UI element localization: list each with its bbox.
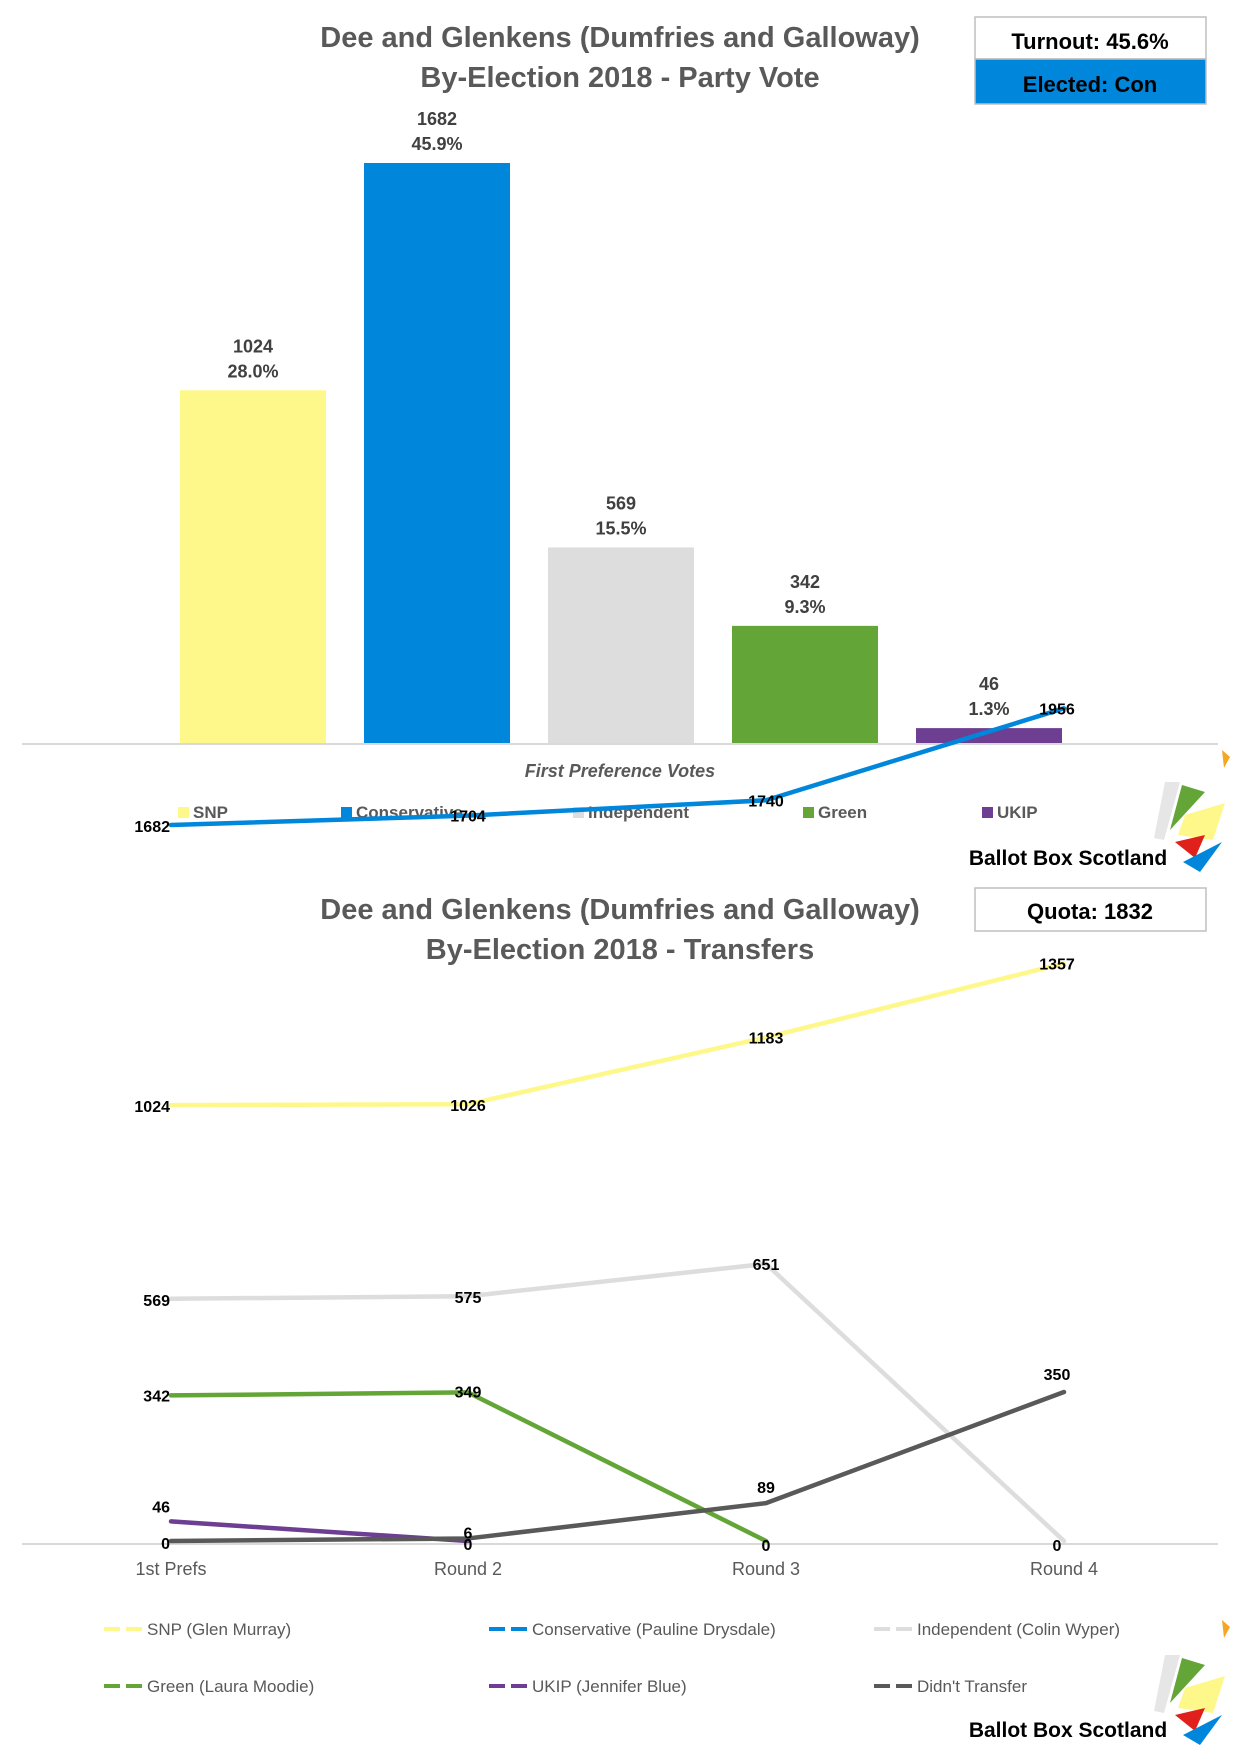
point-label-ukip-jennifer-blue-0: 46 bbox=[152, 1499, 170, 1516]
point-label-independent-colin-wyper-0: 569 bbox=[143, 1293, 170, 1310]
party-chart-title-line1: Dee and Glenkens (Dumfries and Galloway) bbox=[320, 22, 920, 54]
elected-box bbox=[974, 58, 1207, 105]
legend-label-ukip: UKIP bbox=[997, 803, 1038, 822]
point-label-snp-glen-murray-0: 1024 bbox=[134, 1099, 170, 1116]
logo-shard-red bbox=[1175, 1708, 1205, 1731]
bar-value-label-green: 342 bbox=[790, 572, 820, 592]
party-bars: 1024 28.0% 1682 45.9% 569 15.5% 342 9.3% 46 1.3% bbox=[180, 109, 1062, 744]
point-label-didn-t-transfer-1: 6 bbox=[464, 1525, 473, 1542]
legend-swatch-conservative bbox=[341, 807, 352, 818]
x-tick-round-2: Round 2 bbox=[434, 1559, 502, 1579]
bar-percent-label-ukip: 1.3% bbox=[968, 699, 1009, 719]
point-label-independent-colin-wyper-1: 575 bbox=[455, 1290, 482, 1307]
bar-value-label-ukip: 46 bbox=[979, 674, 999, 694]
brand-label-top: Ballot Box Scotland bbox=[969, 847, 1167, 870]
legend-label-green-laura-moodie: Green (Laura Moodie) bbox=[147, 1677, 314, 1696]
transfers-chart-title-line1: Dee and Glenkens (Dumfries and Galloway) bbox=[320, 894, 920, 926]
point-label-ukip-jennifer-blue-1: 0 bbox=[464, 1537, 473, 1554]
quota-label: Quota: 1832 bbox=[1027, 899, 1153, 924]
point-label-snp-glen-murray-2: 1183 bbox=[749, 1030, 784, 1047]
bar-value-label-conservative: 1682 bbox=[417, 109, 457, 129]
party-vote-chart: Dee and Glenkens (Dumfries and Galloway)… bbox=[22, 16, 1230, 872]
elected-label: Elected: Con bbox=[1023, 72, 1157, 97]
point-label-green-laura-moodie-2: 0 bbox=[762, 1538, 771, 1555]
ballot-box-scotland-logo-top: Ballot Box Scotland bbox=[969, 750, 1230, 872]
bar-snp bbox=[180, 390, 326, 744]
point-label-green-laura-moodie-1: 349 bbox=[455, 1384, 482, 1401]
transfers-chart: Dee and Glenkens (Dumfries and Galloway)… bbox=[22, 701, 1230, 1745]
legend-swatch-independent bbox=[573, 807, 584, 818]
point-label-independent-colin-wyper-3: 0 bbox=[1053, 1538, 1062, 1555]
logo-shard-grey bbox=[1154, 782, 1180, 840]
bar-percent-label-independent: 15.5% bbox=[595, 518, 646, 538]
bar-value-label-snp: 1024 bbox=[233, 336, 273, 356]
line-green-laura-moodie bbox=[168, 1390, 769, 1544]
point-label-conservative-pauline-drysdale-1: 1704 bbox=[450, 809, 486, 826]
legend-label-ukip-jennifer-blue: UKIP (Jennifer Blue) bbox=[532, 1677, 687, 1696]
brand-label-bottom: Ballot Box Scotland bbox=[969, 1719, 1167, 1742]
legend-swatch-snp bbox=[178, 807, 189, 818]
logo-shard-orange bbox=[1222, 1620, 1230, 1638]
logo-shard-green bbox=[1170, 1658, 1205, 1703]
transfers-chart-title-line2: By-Election 2018 - Transfers bbox=[426, 934, 814, 966]
point-label-green-laura-moodie-0: 342 bbox=[143, 1388, 170, 1405]
transfer-lines bbox=[168, 706, 1067, 1544]
bar-ukip bbox=[916, 728, 1062, 744]
quota-box bbox=[974, 887, 1207, 932]
legend-swatch-green bbox=[803, 807, 814, 818]
logo-shard-blue bbox=[1183, 842, 1222, 872]
bar-green bbox=[732, 625, 878, 744]
line-independent-colin-wyper bbox=[168, 1261, 1067, 1544]
transfers-legend: SNP (Glen Murray) Conservative (Pauline D… bbox=[104, 1620, 1120, 1696]
bar-independent bbox=[548, 547, 694, 744]
logo-shard-blue bbox=[1183, 1715, 1222, 1745]
bar-percent-label-conservative: 45.9% bbox=[411, 134, 462, 154]
bar-percent-label-green: 9.3% bbox=[784, 597, 825, 617]
transfer-x-ticks: 1st Prefs Round 2 Round 3 Round 4 bbox=[135, 1559, 1098, 1579]
point-label-independent-colin-wyper-2: 651 bbox=[753, 1257, 780, 1274]
legend-label-independent-colin-wyper: Independent (Colin Wyper) bbox=[917, 1620, 1120, 1639]
transfer-point-labels: 1024 1026 1183 1357 1682 1704 1740 1956 569 575 65… bbox=[134, 701, 1074, 1555]
line-snp-glen-murray bbox=[168, 961, 1067, 1108]
bar-value-label-independent: 569 bbox=[606, 493, 636, 513]
point-label-didn-t-transfer-2: 89 bbox=[757, 1480, 775, 1497]
legend-label-conservative-pauline-drysdale: Conservative (Pauline Drysdale) bbox=[532, 1620, 776, 1639]
point-label-conservative-pauline-drysdale-2: 1740 bbox=[748, 793, 784, 810]
x-tick-round-4: Round 4 bbox=[1030, 1559, 1098, 1579]
logo-shard-green bbox=[1170, 785, 1205, 830]
legend-label-didn-t-transfer: Didn't Transfer bbox=[917, 1677, 1027, 1696]
point-label-didn-t-transfer-3: 350 bbox=[1044, 1367, 1071, 1384]
party-chart-title-line2: By-Election 2018 - Party Vote bbox=[420, 62, 819, 94]
x-tick-round-3: Round 3 bbox=[732, 1559, 800, 1579]
point-label-snp-glen-murray-3: 1357 bbox=[1039, 956, 1075, 973]
legend-label-snp: SNP bbox=[193, 803, 228, 822]
logo-shard-red bbox=[1175, 835, 1205, 858]
legend-label-snp-glen-murray: SNP (Glen Murray) bbox=[147, 1620, 291, 1639]
turnout-label: Turnout: 45.6% bbox=[1011, 29, 1168, 54]
ballot-box-scotland-logo-bottom: Ballot Box Scotland bbox=[969, 1620, 1230, 1745]
legend-swatch-ukip bbox=[982, 807, 993, 818]
logo-shard-yellow bbox=[1178, 1676, 1225, 1713]
bar-conservative bbox=[364, 163, 510, 744]
point-label-conservative-pauline-drysdale-3: 1956 bbox=[1039, 701, 1075, 718]
point-label-didn-t-transfer-0: 0 bbox=[161, 1536, 170, 1553]
bar-percent-label-snp: 28.0% bbox=[227, 361, 278, 381]
line-didn-t-transfer bbox=[168, 1389, 1067, 1544]
party-x-axis-title: First Preference Votes bbox=[525, 761, 715, 781]
x-tick-1st-prefs: 1st Prefs bbox=[135, 1559, 206, 1579]
turnout-box bbox=[974, 16, 1207, 60]
logo-shard-yellow bbox=[1178, 803, 1225, 840]
point-label-snp-glen-murray-1: 1026 bbox=[450, 1098, 486, 1115]
logo-shard-orange bbox=[1222, 750, 1230, 768]
logo-shard-grey bbox=[1154, 1655, 1180, 1713]
line-conservative-pauline-drysdale bbox=[168, 706, 1067, 828]
legend-label-green: Green bbox=[818, 803, 867, 822]
point-label-conservative-pauline-drysdale-0: 1682 bbox=[134, 819, 170, 836]
